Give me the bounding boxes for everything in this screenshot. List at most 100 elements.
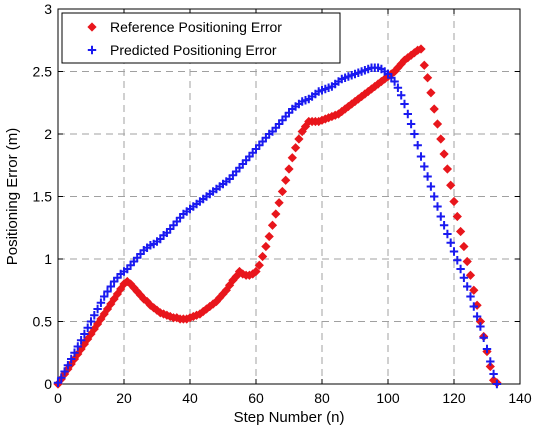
data-point [449,247,459,256]
data-point [423,172,432,181]
data-point [436,212,445,221]
data-point [485,361,495,372]
data-point [482,344,492,354]
y-tick-label: 3 [44,1,52,17]
data-point [274,198,284,208]
data-point [436,134,446,144]
grid-lines [58,9,520,384]
data-point [430,192,439,201]
data-point [419,60,429,70]
data-point [86,317,96,326]
data-point [455,226,466,237]
data-point [472,312,482,321]
legend-label-reference: Reference Positioning Error [110,19,282,35]
data-point [459,241,469,252]
y-tick-label: 2.5 [33,64,53,80]
data-point [446,180,456,190]
x-tick-label: 20 [116,390,132,406]
legend-marker-reference [87,22,97,32]
data-point [106,282,115,291]
data-point [271,209,281,219]
data-point [93,304,102,314]
legend: Reference Positioning Error Predicted Po… [61,12,341,64]
data-point [426,88,436,98]
data-point [261,241,271,252]
x-tick-label: 140 [508,390,532,406]
y-tick-label: 0.5 [33,314,53,330]
data-point [465,270,476,280]
legend-marker-glyph [87,45,97,55]
data-point [96,298,106,307]
data-point [416,44,426,54]
axis-ticks: 0 20 40 60 80 100 120 140 0 0.5 1 1.5 2 2.5 3 [33,1,532,406]
data-point [413,141,422,150]
data-point [459,273,469,282]
data-point [76,336,86,345]
data-point [420,162,429,171]
data-point [446,238,455,247]
x-tick-label: 100 [376,390,400,406]
data-point [432,119,443,129]
data-point [251,266,261,277]
data-point [410,129,419,139]
data-point [397,91,406,100]
data-point [486,357,495,366]
data-point [469,285,479,295]
data-point [60,367,69,376]
data-series [53,44,502,389]
data-point [442,164,453,174]
data-point [277,186,288,197]
data-point [70,348,79,357]
legend-marker-predicted [87,45,97,55]
data-point [479,333,488,342]
data-point [390,77,399,86]
data-point [443,229,452,239]
legend-marker-glyph [87,22,97,32]
legend-box [61,12,341,64]
y-tick-label: 1.5 [33,189,53,205]
data-point [103,287,112,296]
data-point [287,153,297,163]
data-point [476,322,485,331]
series-1 [53,63,502,389]
data-point [439,221,449,230]
data-point [439,149,449,159]
legend-label-predicted: Predicted Positioning Error [110,42,277,58]
x-tick-label: 0 [54,390,62,406]
data-point [469,302,478,311]
data-point [294,134,304,144]
data-point [284,164,294,174]
data-point [100,292,109,301]
data-point [290,143,301,153]
y-tick-label: 1 [44,251,52,267]
data-point [403,109,412,119]
data-point [281,175,291,185]
data-point [422,73,433,83]
data-point [67,354,76,364]
data-point [492,379,502,389]
data-point [416,152,426,161]
data-point [462,256,472,267]
data-point [83,323,92,332]
y-axis-label: Positioning Error (m) [4,128,21,266]
data-point [393,83,403,92]
data-point [489,369,498,379]
data-point [73,342,82,351]
data-point [264,231,274,242]
series-0 [53,44,502,389]
y-tick-label: 2 [44,126,52,142]
data-point [452,211,462,222]
data-point [433,202,442,211]
data-point [257,251,268,262]
data-point [449,196,459,207]
data-point [463,282,472,291]
data-point [90,311,99,320]
data-point [254,260,264,270]
data-point [466,292,475,301]
x-tick-label: 40 [182,390,198,406]
x-tick-label: 120 [442,390,466,406]
data-point [53,378,63,387]
data-point [400,99,409,109]
data-point [267,220,278,230]
